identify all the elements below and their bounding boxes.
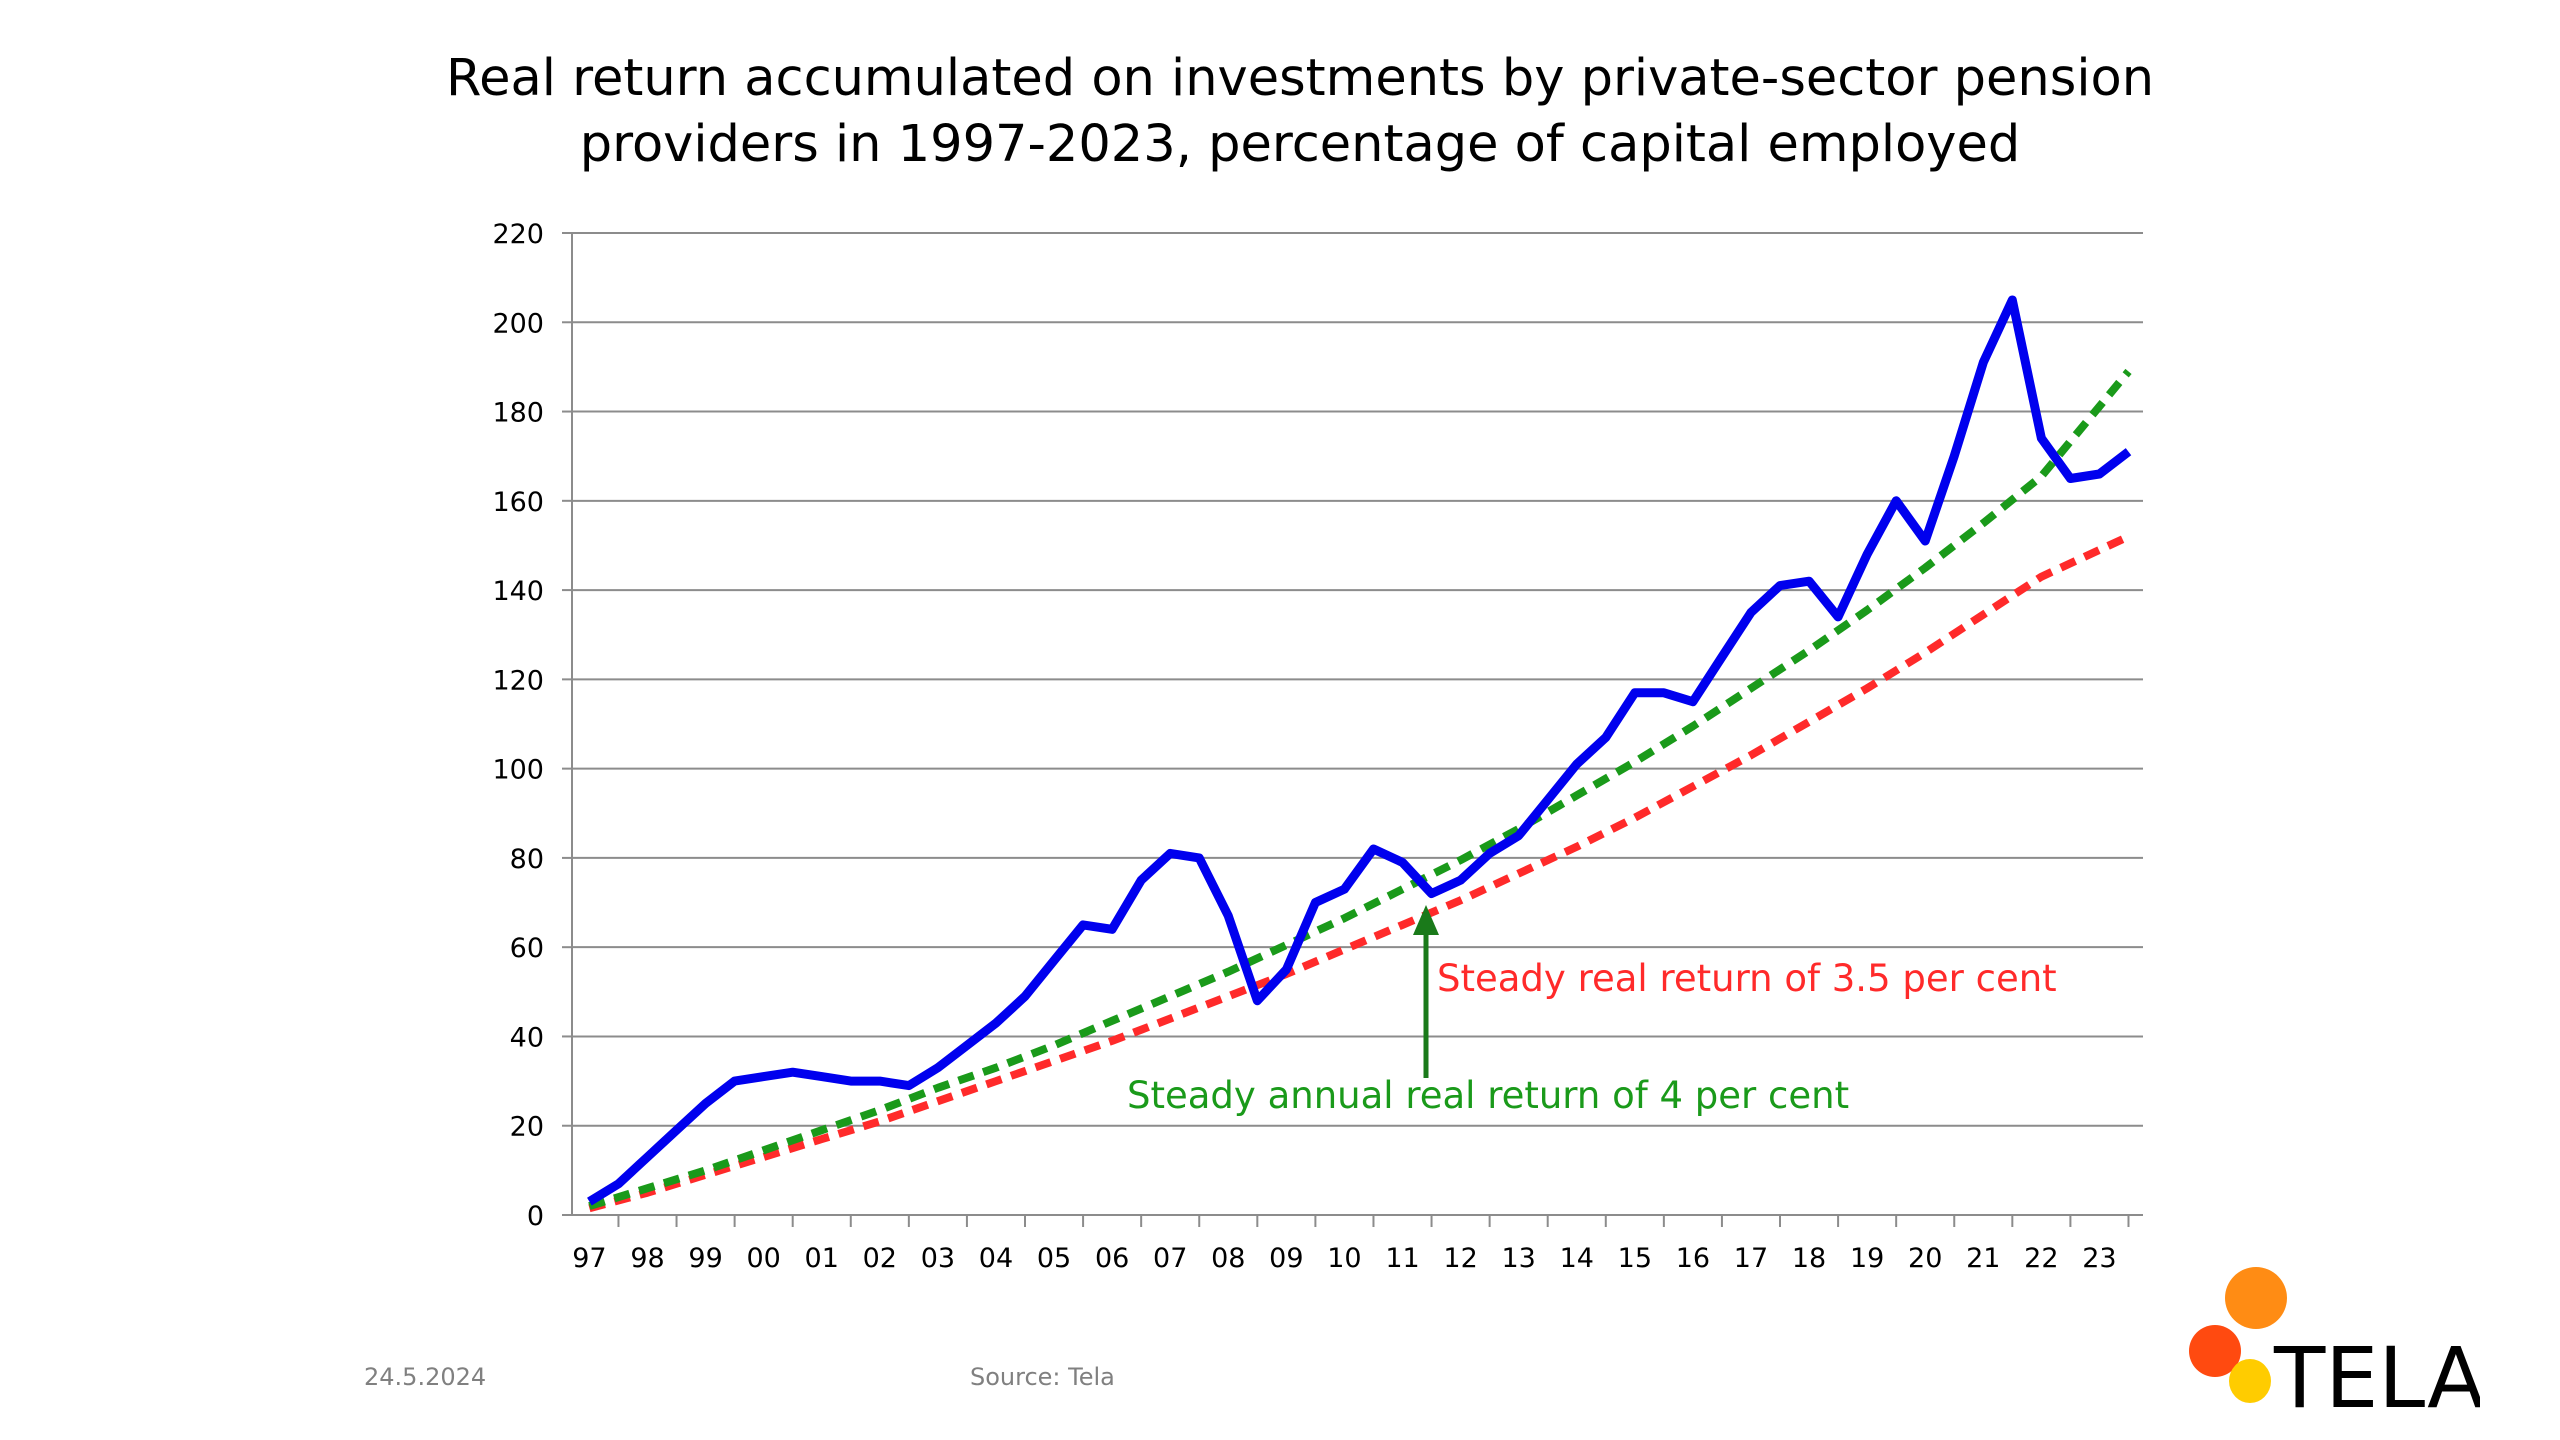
x-tick-18: 18: [1792, 1243, 1826, 1274]
logo-yellow-drop: [2229, 1359, 2271, 1403]
y-tick-40: 40: [510, 1022, 544, 1053]
y-tick-120: 120: [492, 665, 544, 696]
y-tick-60: 60: [510, 933, 544, 964]
x-tick-13: 13: [1501, 1243, 1535, 1274]
y-tick-20: 20: [510, 1112, 544, 1143]
x-tick-08: 08: [1211, 1243, 1245, 1274]
footer-source: Source: Tela: [970, 1363, 1115, 1391]
arrow-head: [1413, 905, 1439, 935]
y-tick-200: 200: [492, 308, 544, 339]
x-tick-14: 14: [1560, 1243, 1594, 1274]
y-tick-140: 140: [492, 576, 544, 607]
chart-title-line-1: Real return accumulated on investments b…: [445, 49, 2155, 108]
x-tick-19: 19: [1850, 1243, 1884, 1274]
x-tick-15: 15: [1618, 1243, 1652, 1274]
x-tick-12: 12: [1443, 1243, 1477, 1274]
x-tick-05: 05: [1037, 1243, 1071, 1274]
footer-date: 24.5.2024: [364, 1363, 487, 1391]
annotation-arrow: [1413, 905, 1439, 1078]
annotation-steady-3-5: Steady real return of 3.5 per cent: [1437, 957, 2057, 1000]
series-line-1: [588, 368, 2132, 1210]
series-line-2: [588, 532, 2131, 1213]
y-tick-0: 0: [527, 1201, 544, 1232]
x-tick-03: 03: [921, 1243, 955, 1274]
axes: [562, 232, 2143, 1227]
x-tick-23: 23: [2082, 1243, 2116, 1274]
y-tick-180: 180: [492, 398, 544, 429]
chart-title: Real return accumulated on investments b…: [0, 46, 2560, 178]
x-tick-17: 17: [1734, 1243, 1768, 1274]
y-tick-220: 220: [492, 219, 544, 250]
x-tick-07: 07: [1153, 1243, 1187, 1274]
x-tick-97: 97: [572, 1243, 606, 1274]
logo-red-circle: [2189, 1325, 2241, 1377]
x-tick-99: 99: [688, 1243, 722, 1274]
x-tick-16: 16: [1676, 1243, 1710, 1274]
y-tick-100: 100: [492, 755, 544, 786]
x-tick-02: 02: [863, 1243, 897, 1274]
y-tick-labels: 0 20 40 60 80 100 120 140 160 180 200 220: [492, 219, 544, 1232]
x-tick-20: 20: [1908, 1243, 1942, 1274]
x-tick-01: 01: [805, 1243, 839, 1274]
y-tick-160: 160: [492, 487, 544, 518]
logo-orange-circle: [2225, 1267, 2287, 1329]
series-line-0: [587, 295, 2132, 1206]
x-tick-labels: 97 98 99 00 01 02 03 04 05 06 07 08 09 10 11 12 13 14 15 16…: [572, 1243, 2116, 1274]
x-tick-00: 00: [746, 1243, 780, 1274]
x-tick-11: 11: [1385, 1243, 1419, 1274]
x-tick-10: 10: [1327, 1243, 1361, 1274]
series-lines: [587, 295, 2132, 1213]
logo-text: TELA: [2273, 1329, 2480, 1425]
tela-logo: TELA: [2189, 1267, 2480, 1425]
x-tick-22: 22: [2024, 1243, 2058, 1274]
annotation-steady-4: Steady annual real return of 4 per cent: [1127, 1074, 1849, 1117]
x-tick-21: 21: [1966, 1243, 2000, 1274]
grid-lines: [572, 232, 2143, 1127]
x-tick-04: 04: [979, 1243, 1013, 1274]
chart-title-line-2: providers in 1997-2023, percentage of ca…: [579, 115, 2021, 174]
x-tick-06: 06: [1095, 1243, 1129, 1274]
y-tick-80: 80: [510, 844, 544, 875]
x-tick-98: 98: [630, 1243, 664, 1274]
x-tick-09: 09: [1269, 1243, 1303, 1274]
